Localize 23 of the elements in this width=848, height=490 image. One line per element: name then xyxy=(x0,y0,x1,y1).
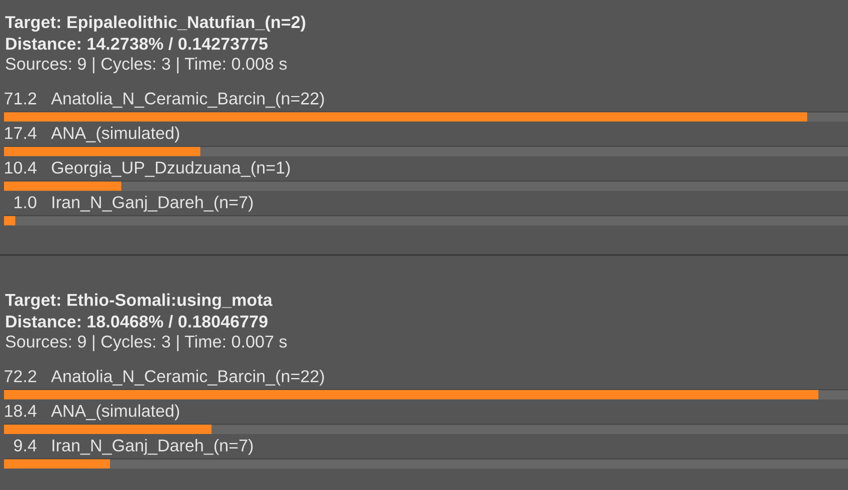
y-tick-label: Iran_N_Ganj_Dareh_(n=7) xyxy=(52,196,253,212)
chart-title: Target: Ethio-Somali:using_mota xyxy=(5,293,272,310)
bar xyxy=(4,181,122,191)
chart-title: Target: Epipaleolithic_Natufian_(n=2) xyxy=(5,16,306,32)
y-tick-label: Georgia_UP_Dzudzuana_(n=1) xyxy=(52,161,290,178)
y-tick-label: Anatolia_N_Ceramic_Barcin_(n=22) xyxy=(51,370,324,386)
chart-subtitle: Distance: 18.0468% / 0.18046779 xyxy=(6,315,268,328)
data-label: 10.4 xyxy=(5,162,37,174)
data-label: 18.4 xyxy=(5,404,37,417)
data-label: 71.2 xyxy=(4,92,36,104)
data-label: 72.2 xyxy=(4,370,36,382)
data-label: 9.4 xyxy=(14,439,36,452)
data-label: 17.4 xyxy=(5,127,37,139)
bar xyxy=(4,216,16,226)
y-tick-label: Anatolia_N_Ceramic_Barcin_(n=22) xyxy=(51,92,324,108)
chart-subtitle: Distance: 14.2738% / 0.14273775 xyxy=(6,37,268,50)
y-tick-label: ANA_(simulated) xyxy=(51,404,180,420)
data-label: 1.0 xyxy=(14,196,36,208)
bar xyxy=(4,146,200,156)
source-note: Sources: 9 | Cycles: 3 | Time: 0.007 s xyxy=(6,335,287,352)
source-note: Sources: 9 | Cycles: 3 | Time: 0.008 s xyxy=(6,57,287,74)
y-tick-label: Iran_N_Ganj_Dareh_(n=7) xyxy=(52,438,253,455)
y-tick-label: ANA_(simulated) xyxy=(51,126,180,142)
